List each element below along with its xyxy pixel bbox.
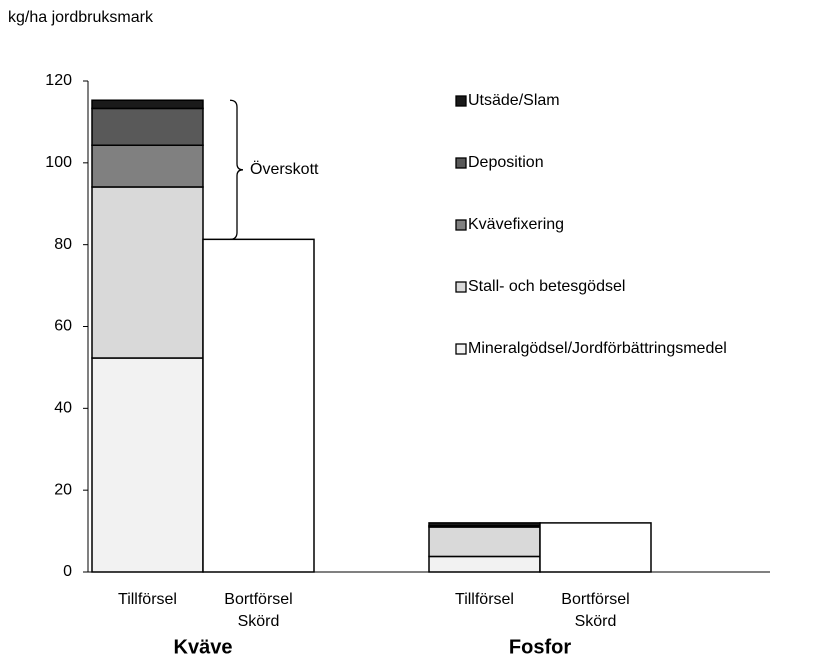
x-tick-label-line: Tillförsel (455, 591, 514, 608)
x-tick-label-line: Bortförsel (224, 591, 292, 608)
y-tick-label: 100 (45, 154, 72, 171)
bar-segment (91, 99, 204, 110)
legend-label: Deposition (468, 154, 544, 171)
x-tick-label-line: Skörd (575, 613, 617, 630)
bar-segment (202, 238, 315, 573)
legend-swatch (455, 281, 467, 293)
group-label: Kväve (174, 636, 233, 658)
x-tick-label: Tillförsel (118, 591, 177, 608)
y-axis-label: kg/ha jordbruksmark (8, 9, 154, 26)
x-tick-label: Bortförsel Skörd (561, 591, 629, 630)
x-tick-label-line: Tillförsel (118, 591, 177, 608)
legend-label: Kvävefixering (468, 216, 564, 233)
bar-segment (539, 522, 652, 573)
legend-swatch (455, 343, 467, 355)
y-tick-label: 60 (54, 318, 72, 335)
legend-label: Utsäde/Slam (468, 92, 560, 109)
legend-label: Mineralgödsel/Jordförbättringsmedel (468, 340, 727, 357)
bar-segment (428, 526, 541, 558)
legend-swatch (455, 157, 467, 169)
brace (229, 99, 244, 240)
bar-segment (91, 107, 204, 146)
bar-segment (91, 144, 204, 188)
group-label: Fosfor (509, 636, 571, 658)
bar-segment (428, 555, 541, 573)
y-tick-label: 80 (54, 236, 72, 253)
annotation: Överskott (250, 160, 319, 178)
x-tick-label: Bortförsel Skörd (224, 591, 292, 630)
y-tick-label: 20 (54, 481, 72, 498)
x-tick-label: Tillförsel (455, 591, 514, 608)
bar-segment (91, 357, 204, 573)
legend-label: Stall- och betesgödsel (468, 278, 625, 295)
legend-swatch (455, 219, 467, 231)
x-tick-label-line: Skörd (238, 613, 280, 630)
y-tick-label: 0 (63, 563, 72, 580)
x-tick-label-line: Bortförsel (561, 591, 629, 608)
bar-segment (428, 522, 541, 527)
legend-swatch (455, 95, 467, 107)
bar-segment (91, 186, 204, 359)
y-tick-label: 120 (45, 72, 72, 89)
y-tick-label: 40 (54, 400, 72, 417)
